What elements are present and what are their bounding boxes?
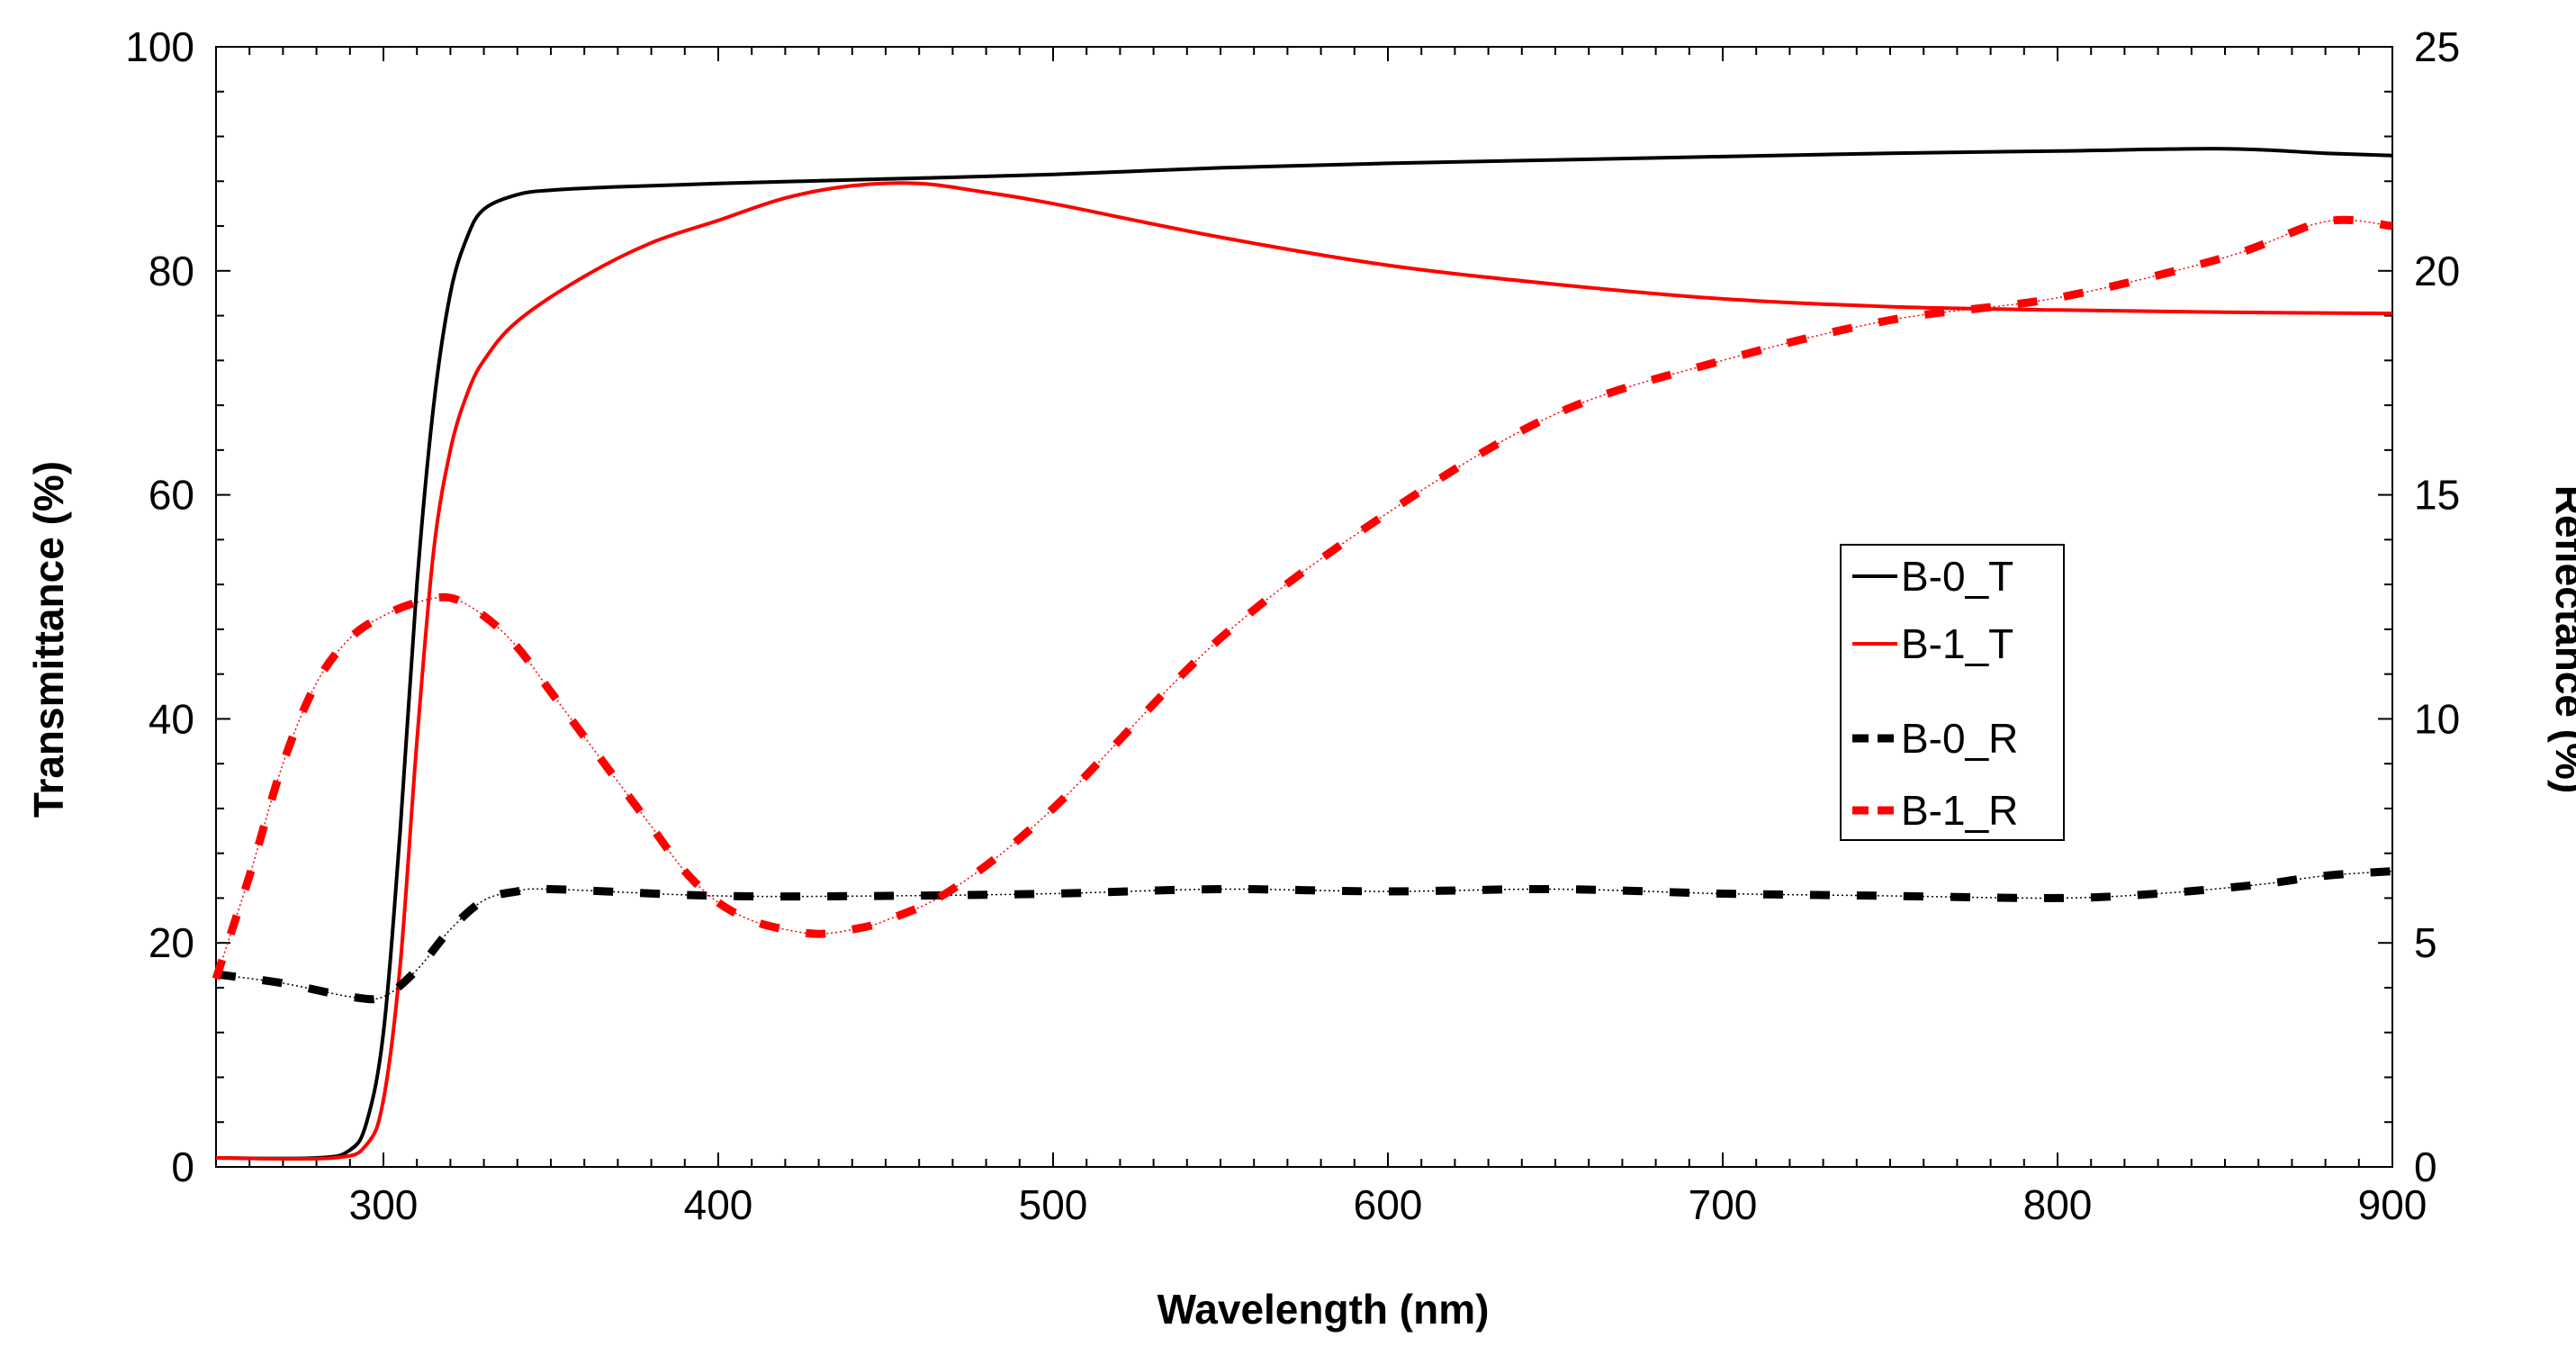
x-tick-label: 500: [1019, 1181, 1088, 1228]
x-tick-label: 600: [1354, 1181, 1423, 1228]
plot-area-border: [215, 46, 2393, 1168]
legend: B-0_T B-1_T B-0_R B-1_R: [1840, 544, 2065, 841]
series-line-b-0-t: [215, 147, 2393, 1161]
y-axis-right-title: Reflectance (%): [2547, 485, 2576, 794]
y-right-tick-label: 5: [2414, 919, 2437, 966]
series-line-b-1-r: [212, 215, 2393, 981]
y-left-tick-label: 0: [171, 1144, 194, 1190]
x-tick-label: 300: [349, 1181, 419, 1228]
x-tick-label: 800: [2023, 1181, 2093, 1228]
data-series: [212, 147, 2393, 1162]
legend-box: [1840, 544, 2065, 841]
series-line-b-0-r: [215, 867, 2393, 1004]
y-right-tick-label: 25: [2414, 23, 2460, 70]
y-right-tick-label: 15: [2414, 472, 2460, 519]
series-line-b-1-t: [215, 181, 2393, 1162]
legend-entry-b0-r: B-0_R: [1852, 715, 2018, 762]
series-guide-b-1-r: [215, 219, 2393, 980]
x-axis-title: Wavelength (nm): [1157, 1286, 1490, 1333]
x-tick-label: 700: [1689, 1181, 1758, 1228]
x-tick-label: 400: [684, 1181, 753, 1228]
y-right-tick-label: 10: [2414, 695, 2460, 742]
legend-label-b1-r: B-1_R: [1901, 787, 2018, 834]
legend-label-b0-r: B-0_R: [1901, 715, 2018, 762]
y-left-tick-label: 100: [125, 23, 194, 70]
plot-frame: [215, 46, 2393, 1168]
legend-entry-b1-r: B-1_R: [1852, 787, 2018, 834]
y-right-tick-label: 0: [2414, 1144, 2437, 1190]
y-left-tick-label: 20: [149, 919, 194, 966]
legend-label-b0-t: B-0_T: [1901, 553, 2013, 600]
y-left-tick-label: 80: [149, 248, 194, 294]
legend-entry-b0-t: B-0_T: [1852, 553, 2013, 600]
legend-label-b1-t: B-1_T: [1901, 620, 2013, 667]
y-left-tick-label: 40: [149, 695, 194, 742]
legend-entry-b1-t: B-1_T: [1852, 620, 2013, 667]
y-left-tick-label: 60: [149, 472, 194, 519]
y-right-tick-label: 20: [2414, 248, 2460, 294]
tick-labels: 300 400 500 600 700 800 9000204060801000510152…: [125, 23, 2460, 1228]
y-axis-left-title: Transmittance (%): [25, 461, 72, 818]
tick-marks: [215, 46, 2393, 1168]
x-tick-label: 900: [2358, 1181, 2427, 1228]
series-guide-b-0-r: [215, 870, 2393, 1000]
